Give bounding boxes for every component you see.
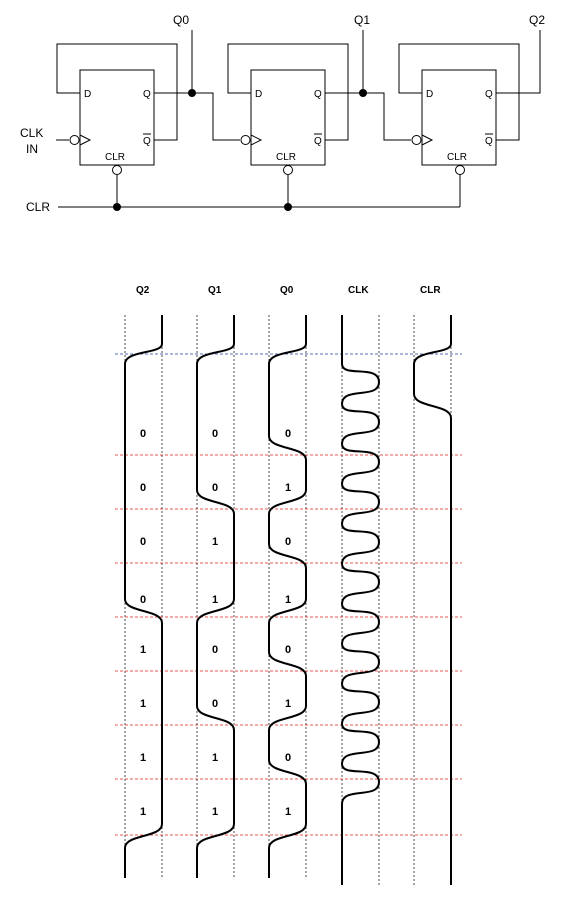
circuit-schematic: D Q Q CLR D Q Q CLR D Q Q CLR — [20, 13, 545, 214]
state-7-q2: 1 — [140, 806, 146, 818]
state-2-q1: 1 — [212, 536, 218, 548]
state-1-q2: 0 — [140, 482, 146, 494]
timing-header-q0: Q0 — [280, 285, 294, 296]
timing-header-clk: CLK — [348, 285, 369, 296]
q1-waveform — [196, 315, 235, 878]
feedback-wire-1 — [227, 43, 349, 141]
clr1-inversion-bubble — [283, 165, 293, 175]
flipflop-0: D Q Q CLR — [79, 69, 155, 166]
state-5-q2: 1 — [140, 698, 146, 710]
q0-output-wire — [154, 30, 193, 94]
q2-output-label: Q2 — [529, 13, 545, 27]
flipflop-1-clr-pin: CLR — [276, 152, 296, 163]
state-3-q1: 1 — [212, 594, 218, 606]
state-5-q0: 1 — [285, 698, 291, 710]
clr2-inversion-bubble — [455, 165, 465, 175]
state-2-q2: 0 — [140, 536, 146, 548]
flipflop-1-clock-triangle — [250, 134, 263, 146]
q0-waveform — [268, 315, 307, 878]
state-3-q2: 0 — [140, 594, 146, 606]
flipflop-1-d-pin: D — [255, 89, 262, 100]
clr-input-label: CLR — [26, 200, 50, 214]
feedback-wire-2 — [398, 43, 520, 141]
state-values: 0 0 0 0 0 1 0 1 0 0 1 1 1 0 0 1 0 1 1 1 … — [140, 428, 291, 818]
q0-to-clock1-wire — [192, 92, 240, 141]
flipflop-0-body — [79, 69, 155, 166]
q1-junction-dot — [359, 89, 367, 97]
flipflop-0-d-pin: D — [84, 89, 91, 100]
flipflop-0-clock-triangle — [79, 134, 92, 146]
timing-diagram: Q2 Q1 Q0 CLK CLR — [115, 285, 462, 885]
clr0-inversion-bubble — [112, 165, 122, 175]
q2-waveform — [124, 315, 163, 878]
state-6-q1: 1 — [212, 752, 218, 764]
timing-dividers — [115, 353, 462, 836]
state-1-q1: 0 — [212, 482, 218, 494]
q2-output-wire — [496, 30, 541, 94]
feedback-wire-0 — [56, 43, 178, 141]
timing-header-clr: CLR — [420, 285, 441, 296]
flipflop-2-clock-triangle — [421, 134, 434, 146]
flipflop-1-body — [250, 69, 326, 166]
state-4-q0: 0 — [285, 644, 291, 656]
clk-input-label-2: IN — [26, 142, 38, 156]
clr-junction-dot-0 — [113, 203, 121, 211]
flipflop-2-body — [421, 69, 497, 166]
timing-header-q1: Q1 — [208, 285, 222, 296]
q0-junction-dot — [188, 89, 196, 97]
clock2-inversion-bubble — [411, 135, 422, 145]
state-4-q1: 0 — [212, 644, 218, 656]
state-7-q1: 1 — [212, 806, 218, 818]
q1-output-label: Q1 — [354, 13, 370, 27]
state-0-q1: 0 — [212, 428, 218, 440]
timing-header-q2: Q2 — [136, 285, 150, 296]
state-3-q0: 1 — [285, 594, 291, 606]
state-0-q0: 0 — [285, 428, 291, 440]
state-2-q0: 0 — [285, 536, 291, 548]
flipflop-0-qbar-pin: Q — [143, 136, 151, 147]
flipflop-0-q-pin: Q — [143, 89, 151, 100]
flipflop-2-d-pin: D — [426, 89, 433, 100]
state-1-q0: 1 — [285, 482, 291, 494]
state-4-q2: 1 — [140, 644, 146, 656]
flipflop-0-clr-pin: CLR — [105, 152, 125, 163]
flipflop-1-qbar-pin: Q — [314, 136, 322, 147]
state-5-q1: 0 — [212, 698, 218, 710]
flipflop-2-qbar-pin: Q — [485, 136, 493, 147]
clk-waveform — [340, 315, 381, 885]
flipflop-1-q-pin: Q — [314, 89, 322, 100]
clock0-inversion-bubble — [69, 135, 80, 145]
flipflop-2: D Q Q CLR — [421, 69, 497, 166]
flipflop-2-clr-pin: CLR — [447, 152, 467, 163]
q0-output-label: Q0 — [173, 13, 189, 27]
state-6-q2: 1 — [140, 752, 146, 764]
clk-input-label: CLK — [20, 126, 43, 140]
state-0-q2: 0 — [140, 428, 146, 440]
clr-junction-dot-1 — [284, 203, 292, 211]
state-6-q0: 0 — [285, 752, 291, 764]
flipflop-2-q-pin: Q — [485, 89, 493, 100]
q1-to-clock2-wire — [363, 92, 411, 141]
clr-waveform — [413, 315, 452, 885]
flipflop-1: D Q Q CLR — [250, 69, 326, 166]
q1-output-wire — [325, 30, 364, 94]
state-7-q0: 1 — [285, 806, 291, 818]
clock1-inversion-bubble — [240, 135, 251, 145]
